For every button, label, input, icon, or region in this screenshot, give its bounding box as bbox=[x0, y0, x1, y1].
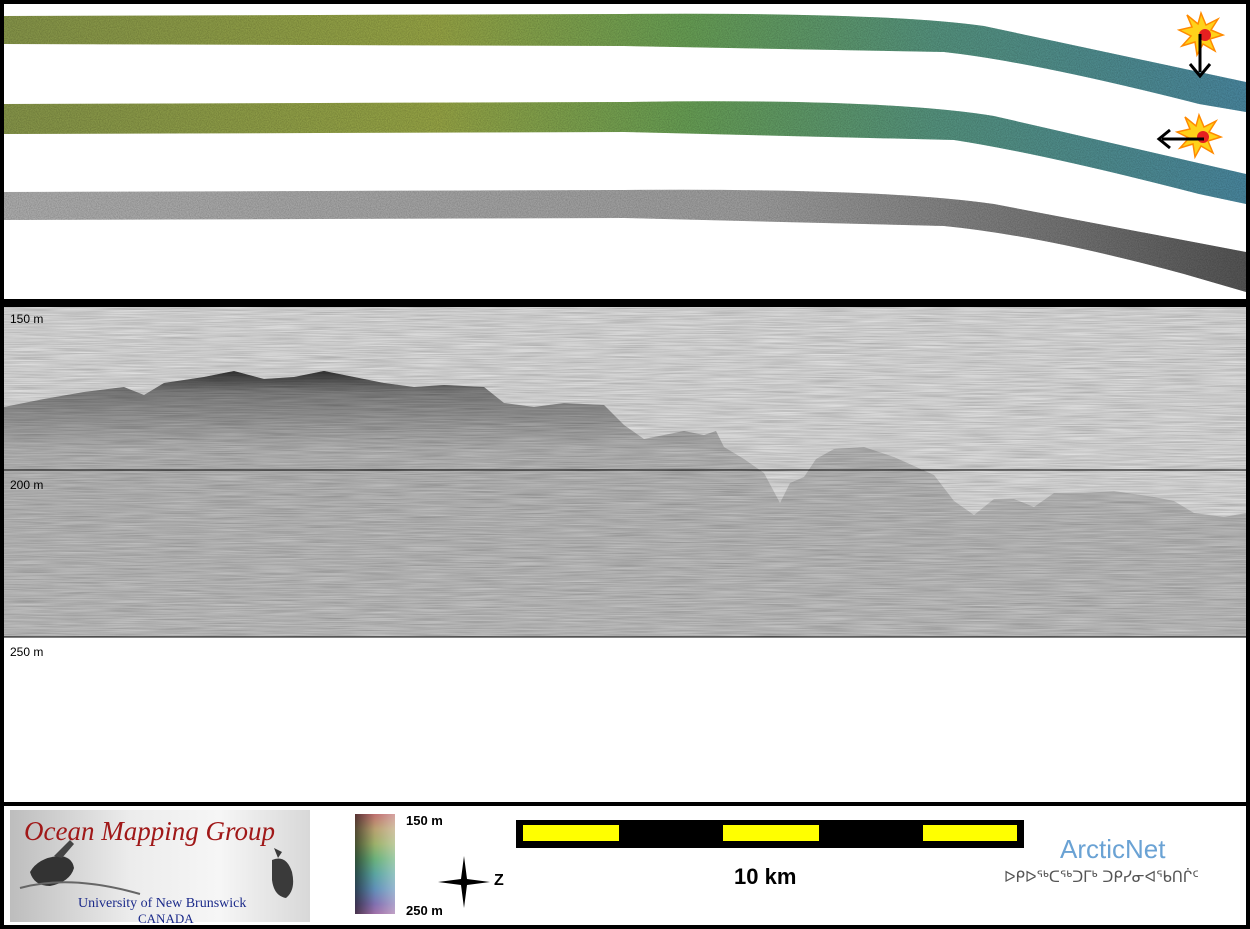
footer-panel: Ocean Mapping Group University of New Br… bbox=[4, 806, 1246, 925]
legend-top-label: 150 m bbox=[406, 813, 443, 828]
down-arrow-icon bbox=[1188, 34, 1212, 79]
arcticnet-syllabics: ᐅᑭᐅᖅᑕᖅᑐᒥᒃ ᑐᑭᓯᓂᐊᖃᑎᒌᑦ bbox=[1004, 868, 1199, 886]
sun-burst-icon bbox=[1174, 112, 1224, 160]
swath-map-panel bbox=[4, 4, 1246, 299]
depth-label-200: 200 m bbox=[10, 478, 44, 492]
scale-bar-segment bbox=[723, 825, 819, 841]
seafloor-profile bbox=[4, 371, 1246, 637]
legend-bottom-label: 250 m bbox=[406, 903, 443, 918]
left-arrow-icon bbox=[1156, 128, 1204, 150]
backscatter-strip bbox=[4, 189, 1246, 292]
scale-bar-label: 10 km bbox=[734, 864, 797, 889]
compass-star-icon bbox=[438, 856, 490, 908]
north-label: Z bbox=[494, 872, 504, 889]
omg-university: University of New Brunswick bbox=[78, 896, 247, 911]
seismic-profile-panel: 150 m 200 m 250 m bbox=[4, 307, 1246, 802]
omg-country: CANADA bbox=[138, 911, 194, 925]
depth-label-250: 250 m bbox=[10, 645, 44, 659]
depth-color-legend bbox=[355, 814, 395, 914]
depth-label-150: 150 m bbox=[10, 312, 44, 326]
omg-title: Ocean Mapping Group bbox=[24, 816, 275, 846]
scale-bar-segment bbox=[523, 825, 619, 841]
scale-bar bbox=[516, 820, 1024, 848]
bathymetry-strip-upper bbox=[4, 13, 1246, 112]
bathymetry-strip-middle bbox=[4, 101, 1246, 204]
sonar-vehicle-icon bbox=[19, 840, 294, 898]
arcticnet-title: ArcticNet bbox=[1060, 834, 1166, 864]
ocean-mapping-group-logo: Ocean Mapping Group University of New Br… bbox=[10, 810, 310, 925]
scale-bar-segment bbox=[923, 825, 1017, 841]
swath-map bbox=[4, 10, 1246, 292]
seismic-profile bbox=[4, 307, 1246, 802]
